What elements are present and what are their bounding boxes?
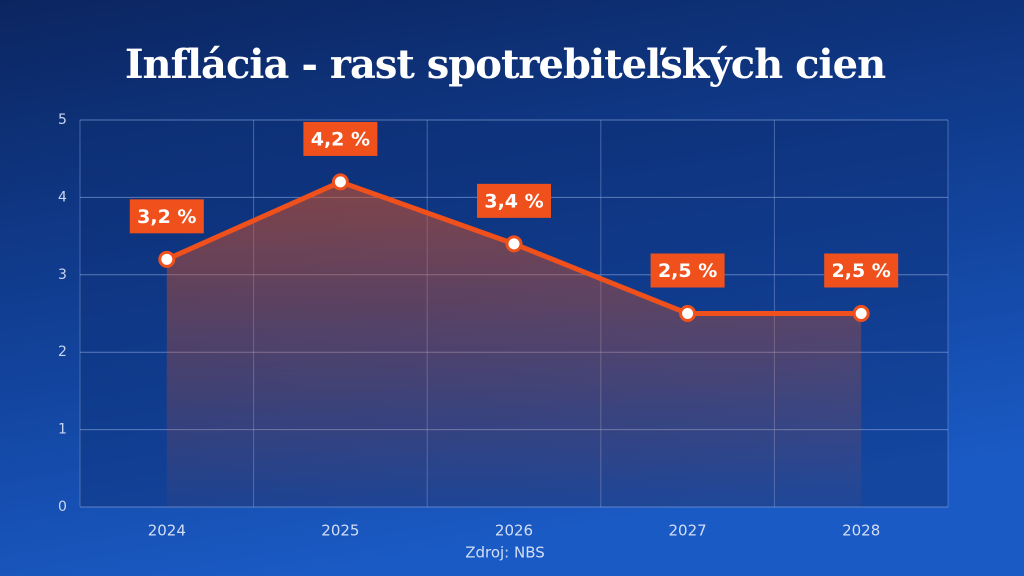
area <box>166 181 862 508</box>
y-tick-label: 2 <box>58 344 67 360</box>
marker <box>505 235 523 253</box>
value-label: 2,5 % <box>832 260 891 282</box>
marker <box>331 173 349 191</box>
value-label-bg <box>824 253 899 288</box>
x-tick-label: 2024 <box>148 522 186 540</box>
y-tick-label: 1 <box>58 422 67 438</box>
marker <box>158 250 176 268</box>
value-label: 4,2 % <box>311 128 370 150</box>
value-label: 3,4 % <box>484 190 543 212</box>
x-tick-label: 2026 <box>495 522 533 540</box>
value-label: 3,2 % <box>137 206 196 228</box>
value-label-bg <box>650 253 725 288</box>
y-tick-label: 5 <box>58 112 67 128</box>
y-tick-label: 0 <box>58 499 67 515</box>
y-tick-label: 3 <box>58 267 67 283</box>
value-label-bg <box>129 199 204 234</box>
value-label: 2,5 % <box>658 260 717 282</box>
value-label-bg <box>477 183 551 218</box>
chart-title: Inflácia - rast spotrebiteľských cien <box>125 41 886 88</box>
x-tick-label: 2025 <box>321 522 359 540</box>
marker <box>679 305 697 322</box>
source: Zdroj: NBS <box>465 544 545 562</box>
x-tick-label: 2028 <box>842 522 880 540</box>
y-tick-label: 4 <box>58 189 67 205</box>
value-label-bg <box>303 121 378 156</box>
x-tick-label: 2027 <box>669 522 707 540</box>
marker <box>852 305 870 322</box>
